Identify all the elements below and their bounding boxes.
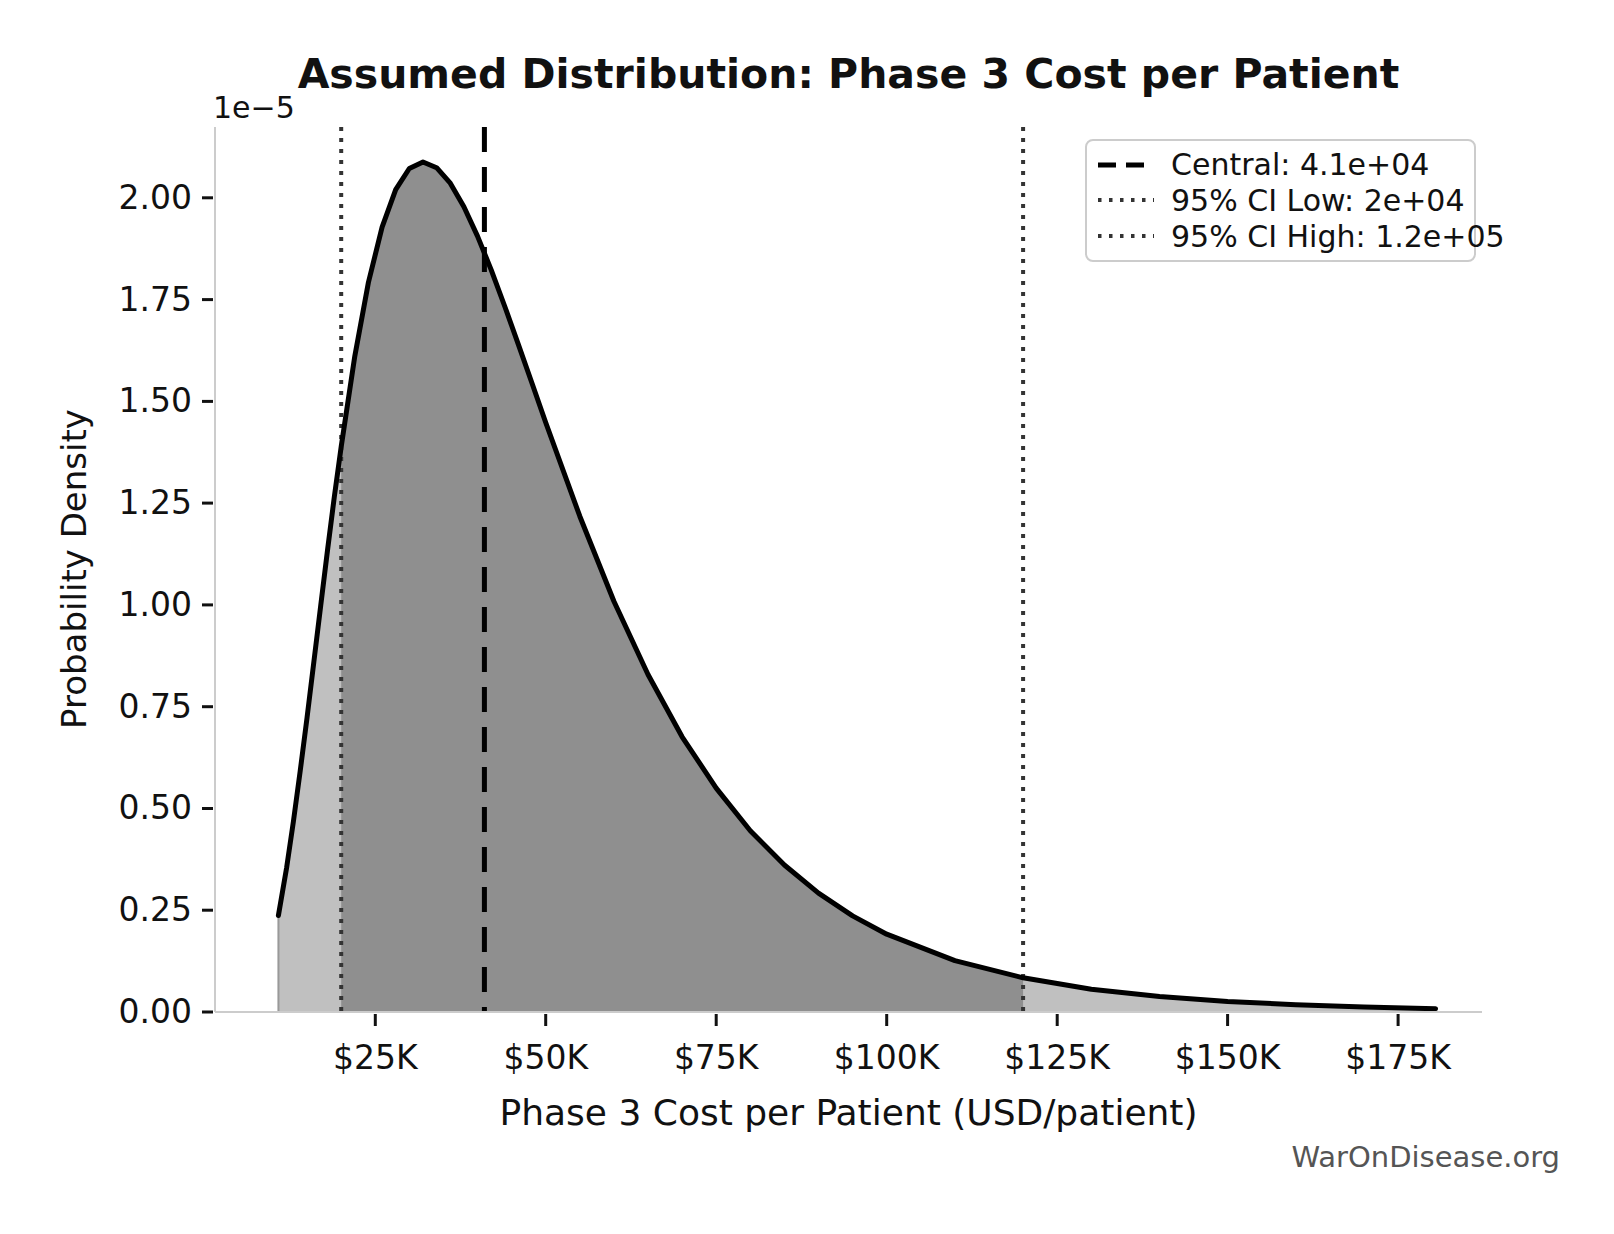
watermark: WarOnDisease.org [1050,1140,1560,1174]
figure: Assumed Distribution: Phase 3 Cost per P… [0,0,1614,1234]
y-axis-label: Probability Density [54,409,94,729]
y-tick-label: 0.25 [0,890,192,930]
x-tick-label: $25K [290,1038,460,1077]
y-tick-label: 0.75 [0,687,192,727]
y-tick-label: 1.50 [0,381,192,421]
legend-entry-label: 95% CI High: 1.2e+05 [1171,219,1505,254]
y-axis-offset-label: 1e−5 [213,90,295,125]
legend-entry: 95% CI High: 1.2e+05 [1097,219,1464,253]
x-tick-label: $175K [1313,1038,1483,1077]
legend-entry-label: Central: 4.1e+04 [1171,147,1429,182]
legend-entry: 95% CI Low: 2e+04 [1097,183,1464,217]
legend-line-sample-dotted [1097,232,1155,240]
x-tick-label: $50K [461,1038,631,1077]
x-tick-label: $150K [1143,1038,1313,1077]
legend-entry-label: 95% CI Low: 2e+04 [1171,183,1464,218]
x-tick-label: $100K [802,1038,972,1077]
x-tick-label: $75K [631,1038,801,1077]
x-axis-label: Phase 3 Cost per Patient (USD/patient) [215,1092,1482,1133]
density-fill-ci-band [341,162,1023,1012]
legend-entry: Central: 4.1e+04 [1097,148,1464,182]
y-tick-label: 0.50 [0,788,192,828]
chart-title: Assumed Distribution: Phase 3 Cost per P… [215,50,1482,98]
y-tick-label: 2.00 [0,178,192,218]
y-tick-label: 1.25 [0,483,192,523]
legend-line-sample-dashed [1097,161,1155,169]
x-tick-label: $125K [972,1038,1142,1077]
y-tick-label: 1.00 [0,585,192,625]
y-tick-label: 0.00 [0,992,192,1032]
y-tick-label: 1.75 [0,280,192,320]
legend: Central: 4.1e+0495% CI Low: 2e+0495% CI … [1085,139,1476,262]
legend-line-sample-dotted [1097,196,1155,204]
